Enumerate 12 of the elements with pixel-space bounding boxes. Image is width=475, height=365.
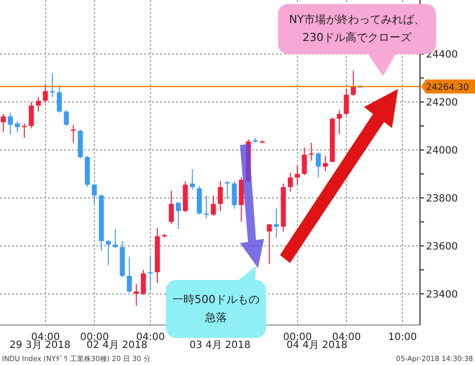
- y-tick-label: 23600: [426, 241, 458, 252]
- y-tick-label: 24000: [426, 145, 458, 156]
- annotation: 急落: [204, 310, 228, 326]
- y-tick-label: 24200: [426, 97, 458, 108]
- text: 03 4月 2018: [188, 340, 252, 352]
- y-tick-label: 23800: [426, 193, 458, 204]
- annotation: 一時500ドルもの: [172, 292, 260, 308]
- y-tick-label: 23400: [426, 289, 458, 300]
- annotation: NY市場が終わってみれば、: [288, 12, 426, 28]
- annotation: 230ドル高でクローズ: [302, 30, 412, 46]
- ref-line-label: 24264.30: [426, 83, 470, 94]
- x-tick-label: 10:00: [388, 332, 417, 344]
